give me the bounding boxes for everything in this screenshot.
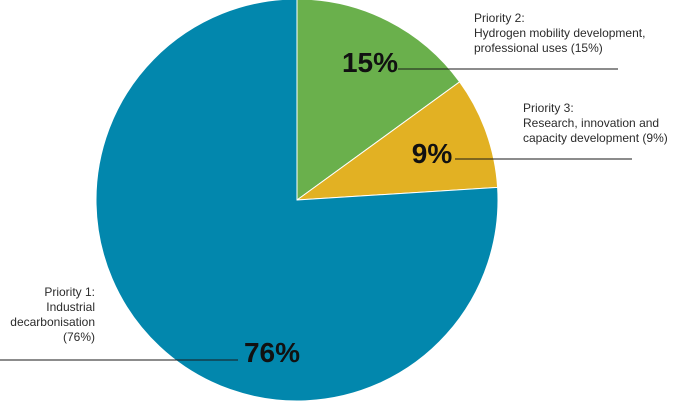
callout-line-p3-0: Priority 3: (523, 101, 574, 115)
percent-label-p2: 15% (342, 47, 398, 78)
callout-line-p2-2: professional uses (15%) (474, 41, 603, 55)
callout-line-p2-0: Priority 2: (474, 11, 525, 25)
callout-label-p3: Priority 3: Research, innovation and capac… (523, 101, 668, 145)
callout-label-p2: Priority 2: Hydrogen mobility development… (474, 11, 645, 55)
callout-line-p1-3: (76%) (63, 330, 95, 344)
callout-label-p1: Priority 1: Industrial decarbonisation (76%… (10, 285, 95, 344)
percent-label-p1: 76% (244, 337, 300, 368)
callout-line-p3-2: capacity development (9%) (523, 131, 668, 145)
callout-line-p2-1: Hydrogen mobility development, (474, 26, 645, 40)
callout-line-p1-0: Priority 1: (44, 285, 95, 299)
callout-line-p3-1: Research, innovation and (523, 116, 659, 130)
labels-layer: 15% Priority 2: Hydrogen mobility developm… (10, 11, 667, 368)
leader-lines-layer (0, 68, 632, 361)
callout-line-p1-2: decarbonisation (10, 315, 95, 329)
pie-slice-p1 (95, 0, 499, 402)
slices-layer (95, 0, 499, 402)
callout-line-p1-1: Industrial (46, 300, 95, 314)
pie-slice-p3 (295, 81, 499, 201)
percent-label-p3: 9% (412, 138, 453, 169)
